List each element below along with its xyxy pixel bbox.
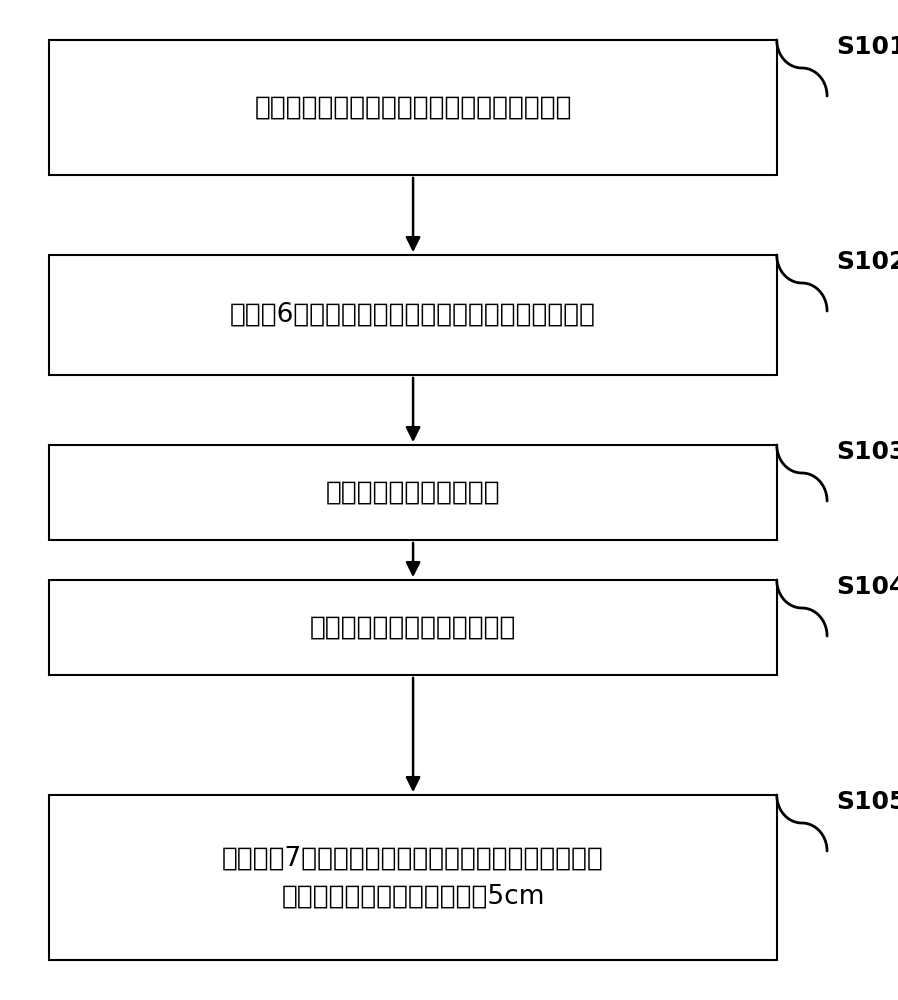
Text: 于第二年7月下旬对选取的地块中种植的紫花苜蓿进行
刈割，刈割留茬高度大于等于5cm: 于第二年7月下旬对选取的地块中种植的紫花苜蓿进行 刈割，刈割留茬高度大于等于5c… <box>222 846 604 910</box>
FancyBboxPatch shape <box>49 40 777 175</box>
Text: 对位于典型草原区的地块进行整地、施加基肥: 对位于典型草原区的地块进行整地、施加基肥 <box>254 95 572 120</box>
Text: 对播种后的地块进行镇压: 对播种后的地块进行镇压 <box>326 480 500 505</box>
Text: 于当年6月上旬、或中旬，在选取的地块中进行播种: 于当年6月上旬、或中旬，在选取的地块中进行播种 <box>230 302 596 328</box>
FancyBboxPatch shape <box>49 255 777 375</box>
FancyBboxPatch shape <box>49 445 777 540</box>
Text: S104: S104 <box>836 575 898 599</box>
Text: S103: S103 <box>836 440 898 464</box>
Text: S101: S101 <box>836 35 898 59</box>
Text: S105: S105 <box>836 790 898 814</box>
Text: 对播种后的地块进行田间管理: 对播种后的地块进行田间管理 <box>310 614 516 641</box>
FancyBboxPatch shape <box>49 795 777 960</box>
Text: S102: S102 <box>836 250 898 274</box>
FancyBboxPatch shape <box>49 580 777 675</box>
